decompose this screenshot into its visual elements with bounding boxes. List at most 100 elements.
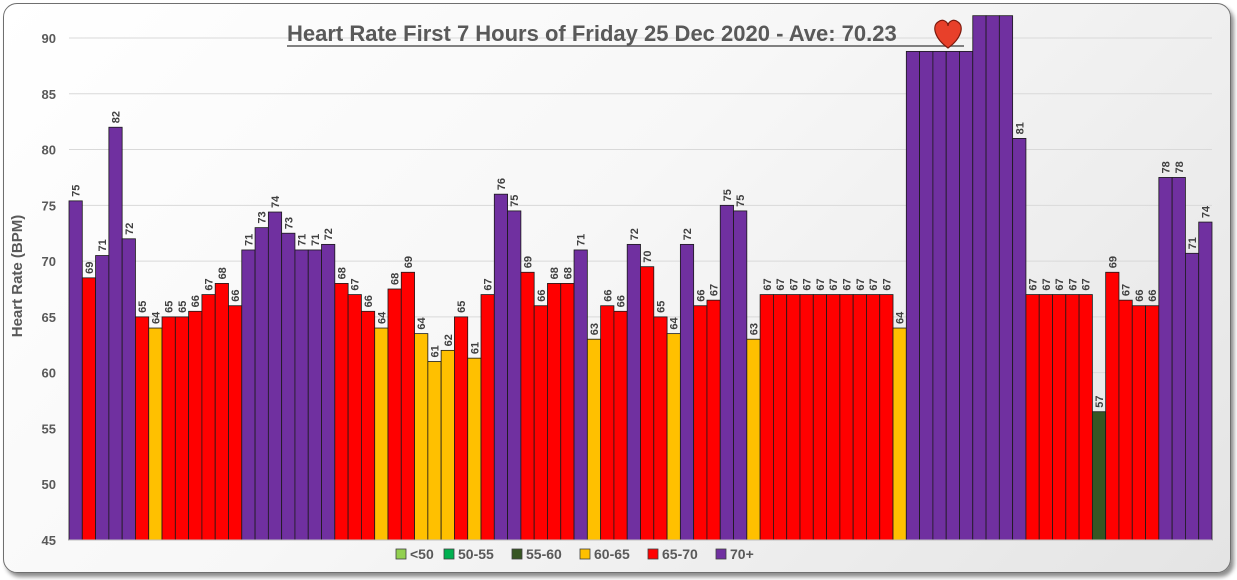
bar <box>866 294 881 541</box>
data-label: 67 <box>855 278 867 290</box>
data-label: 65 <box>177 301 189 313</box>
data-label: 66 <box>363 295 375 307</box>
bar <box>613 310 628 541</box>
bar <box>321 243 336 541</box>
bar <box>161 316 176 541</box>
bar <box>533 305 548 541</box>
data-label: 64 <box>416 317 428 330</box>
bar <box>334 283 349 541</box>
data-label: 72 <box>323 228 335 240</box>
bar <box>573 249 588 541</box>
bar <box>228 305 243 541</box>
bar <box>786 294 801 541</box>
bar <box>81 277 96 541</box>
data-label: 67 <box>483 278 495 290</box>
bar <box>108 126 123 541</box>
bar <box>1131 305 1146 541</box>
y-tick-label: 65 <box>42 310 56 325</box>
data-label: 63 <box>748 323 760 335</box>
data-label: 66 <box>695 289 707 301</box>
data-label: 67 <box>1028 278 1040 290</box>
bar <box>135 316 150 541</box>
legend-label: 60-65 <box>594 546 630 562</box>
bar <box>852 294 867 541</box>
bar <box>507 210 522 541</box>
bar <box>427 361 442 541</box>
y-axis: 45 50 55 60 65 70 75 80 85 90 <box>42 31 1212 548</box>
y-tick-label: 50 <box>42 477 56 492</box>
bar <box>733 210 748 541</box>
data-label: 67 <box>775 278 787 290</box>
data-label: 67 <box>204 278 216 290</box>
y-tick-label: 55 <box>42 421 56 436</box>
bar <box>1052 294 1067 541</box>
bar <box>400 271 415 541</box>
data-label: 65 <box>137 301 149 313</box>
bar <box>945 50 960 541</box>
data-label: 71 <box>297 234 309 246</box>
legend-swatch <box>715 548 727 560</box>
y-tick-label: 80 <box>42 143 56 158</box>
bar <box>254 227 269 541</box>
data-label: 65 <box>164 301 176 313</box>
data-label: 63 <box>589 323 601 335</box>
bar <box>480 294 495 541</box>
bar <box>241 249 256 541</box>
bar <box>493 193 508 541</box>
legend-swatch <box>579 548 591 560</box>
data-label: 73 <box>283 217 295 229</box>
bar <box>600 305 615 541</box>
data-label: 76 <box>496 178 508 190</box>
data-label: 66 <box>190 295 202 307</box>
data-label: 68 <box>217 267 229 279</box>
bar <box>1198 221 1213 541</box>
data-label: 68 <box>549 267 561 279</box>
y-tick-label: 70 <box>42 254 56 269</box>
legend-swatch <box>443 548 455 560</box>
data-label: 67 <box>1041 278 1053 290</box>
data-label: 67 <box>815 278 827 290</box>
bar <box>467 357 482 541</box>
bar <box>174 316 190 541</box>
data-label: 74 <box>1200 205 1212 218</box>
bar <box>214 283 229 541</box>
legend-swatch <box>395 548 407 560</box>
chart-title-group: Heart Rate First 7 Hours of Friday 25 De… <box>287 19 964 49</box>
y-axis-title: Heart Rate (BPM) <box>9 215 26 338</box>
bar <box>148 327 163 541</box>
data-label: 68 <box>562 267 574 279</box>
bar <box>905 50 920 541</box>
bar <box>560 283 575 541</box>
bar <box>972 15 987 541</box>
bar <box>826 294 841 541</box>
data-label: 67 <box>1067 278 1079 290</box>
legend-label: 50-55 <box>458 546 494 562</box>
bar <box>626 243 641 541</box>
bar <box>188 310 203 541</box>
bar <box>892 327 907 541</box>
bar <box>959 50 974 541</box>
heart-icon <box>934 19 962 49</box>
data-label: 67 <box>1081 278 1093 290</box>
data-label: 75 <box>509 195 521 207</box>
bar <box>414 333 429 541</box>
bar <box>95 255 110 541</box>
y-tick-label: 90 <box>42 31 56 46</box>
data-label: 71 <box>576 234 588 246</box>
data-label: 66 <box>1134 289 1146 301</box>
legend-swatch <box>511 548 523 560</box>
data-label: 71 <box>1187 237 1199 249</box>
bar <box>360 310 376 541</box>
bar <box>812 294 827 541</box>
data-label: 66 <box>616 295 628 307</box>
data-label: 66 <box>536 289 548 301</box>
data-label: 67 <box>868 278 880 290</box>
bar <box>347 294 362 541</box>
data-label: 67 <box>788 278 800 290</box>
data-label: 78 <box>1174 161 1186 173</box>
bar <box>746 338 761 541</box>
data-label: 75 <box>735 195 747 207</box>
legend: <50 50-55 55-60 60-65 65-70 70+ <box>395 546 754 562</box>
